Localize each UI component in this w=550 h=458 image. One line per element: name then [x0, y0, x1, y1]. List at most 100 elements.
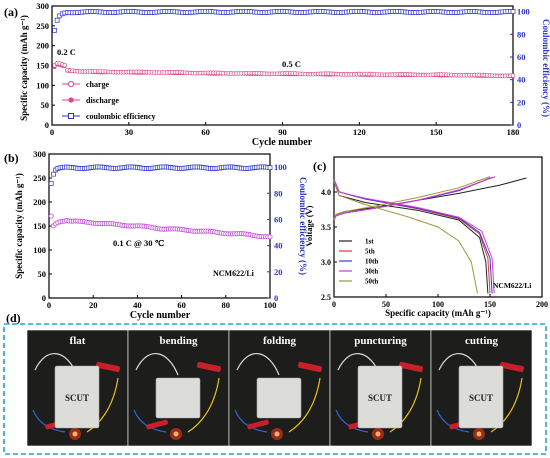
panel-b-ylabel-right: Coulombic efficiency (%) — [298, 177, 308, 275]
discharge-curve-30th — [333, 179, 495, 294]
x-tick-label: 60 — [201, 127, 210, 137]
y-tick-label: 100 — [36, 80, 49, 90]
x-tick-label: 100 — [264, 300, 277, 310]
panel-a: (a) 0 30 60 90 120 150 18005010015020025030002… — [4, 1, 550, 148]
y-tick-label: 150 — [33, 221, 46, 231]
y2-tick-label: 20 — [517, 97, 526, 107]
panel-b-xlabel: Cycle number — [130, 310, 191, 321]
panel-a-annotation-02c: 0.2 C — [57, 47, 76, 57]
capacity-point — [48, 213, 54, 219]
panel-b-annotation-cell: NCM622/Li — [213, 269, 255, 278]
pouch-label: SCUT — [469, 393, 493, 403]
photo-bending: bending — [127, 329, 230, 447]
panel-a-annotation-05c: 0.5 C — [282, 59, 301, 69]
discharge-curve-50th — [333, 181, 478, 294]
led — [173, 431, 179, 437]
legend-ce-label: coulombic efficiency — [86, 112, 156, 121]
photo-caption: puncturing — [354, 335, 407, 347]
panel-b-annotation-rate: 0.1 C @ 30 ℃ — [113, 238, 165, 248]
panel-b: (b) 0 20 40 60 80 100050100150200250300020406… — [4, 149, 308, 321]
charge-curve-50th — [333, 176, 491, 219]
pouch-cell — [458, 365, 504, 429]
y2-tick-label: 0 — [274, 293, 278, 303]
ce-point — [267, 165, 273, 170]
x-tick-label: 0 — [47, 300, 51, 310]
ce-point — [51, 171, 56, 177]
wire — [187, 377, 220, 433]
panel-c-series — [333, 176, 527, 294]
x-tick-label: 0 — [50, 127, 54, 137]
y-tick-label: 150 — [36, 61, 49, 71]
led — [72, 431, 78, 437]
clip-red — [247, 419, 269, 430]
led — [274, 431, 280, 437]
photo-strip: SCUT flat bending folding SCUT puncturing SCUT… — [26, 329, 533, 447]
clip-red — [96, 361, 120, 373]
panel-d: (d) SCUT flat bending folding SCUT puncturing… — [3, 311, 547, 455]
y-tick-label: 3.0 — [321, 258, 331, 267]
y-tick-label: 200 — [33, 197, 46, 207]
panel-b-ylabel-left: Specific capacity (mAh g⁻¹) — [14, 173, 24, 279]
legend-charge-label: charge — [86, 80, 110, 89]
y-tick-label: 4.0 — [321, 188, 331, 197]
panel-c: (c) 0 50 100 150 200 2.5 3.0 3.5 4.0 Voltage (V)… — [304, 156, 548, 318]
x-tick-label: 100 — [432, 300, 444, 309]
photo-flat: SCUT flat — [26, 329, 129, 447]
y2-tick-label: 100 — [517, 7, 530, 17]
panel-c-ticks: 0 50 100 150 200 2.5 3.0 3.5 4.0 — [321, 188, 548, 309]
legend-label: 50th — [365, 278, 378, 286]
legend-charge: charge — [62, 80, 110, 89]
y2-tick-label: 80 — [517, 29, 526, 39]
y-tick-label: 250 — [33, 173, 46, 183]
panel-a-ticks: 0 30 60 90 120 150 180050100150200250300020406… — [36, 1, 530, 137]
capacity-point — [267, 234, 273, 240]
y2-tick-label: 80 — [274, 188, 283, 198]
x-tick-label: 180 — [507, 127, 520, 137]
legend-label: 5th — [365, 248, 375, 256]
y-tick-label: 300 — [33, 149, 46, 159]
panel-a-label: (a) — [4, 5, 18, 19]
y-tick-label: 100 — [33, 245, 46, 255]
y-tick-label: 300 — [36, 1, 49, 11]
clip-red — [197, 361, 221, 373]
wire — [288, 377, 321, 433]
panel-b-series — [48, 164, 273, 240]
x-tick-label: 30 — [125, 127, 134, 137]
ce-point — [48, 181, 54, 186]
wire — [490, 377, 523, 433]
pouch-label: SCUT — [65, 393, 89, 403]
y2-tick-label: 40 — [274, 241, 283, 251]
x-tick-label: 40 — [133, 300, 142, 310]
legend-discharge: discharge — [62, 96, 119, 105]
clip-red — [500, 361, 524, 373]
ce-point — [52, 28, 57, 33]
pouch-cell — [357, 365, 403, 429]
panel-a-series — [52, 8, 516, 79]
wire — [389, 377, 422, 433]
clip-red — [298, 361, 322, 373]
photo-folding: folding — [228, 329, 331, 447]
panel-c-legend: 1st 5th 10th 30th 50th — [339, 238, 378, 286]
led — [375, 431, 381, 437]
legend-label: 30th — [365, 268, 378, 276]
x-tick-label: 60 — [177, 300, 186, 310]
y2-tick-label: 0 — [517, 120, 521, 130]
panel-c-xlabel: Specific capacity (mAh g⁻¹) — [385, 308, 491, 318]
photo-caption: flat — [70, 335, 86, 347]
y-tick-label: 0 — [42, 293, 46, 303]
panel-a-ylabel-right: Coulombic efficiency (%) — [541, 19, 550, 117]
clip-red — [399, 361, 423, 373]
panel-a-xlabel: Cycle number — [252, 137, 313, 148]
panel-a-ylabel-left: Specific capacity (mAh g⁻¹) — [19, 15, 29, 121]
panel-b-ticks: 0 20 40 60 80 1000501001502002503000204060801… — [33, 149, 287, 310]
y-tick-label: 2.5 — [321, 293, 331, 302]
panel-a-legend: charge discharge coulombic efficiency — [62, 80, 156, 121]
led — [476, 431, 482, 437]
y-tick-label: 0 — [45, 120, 49, 130]
y-tick-label: 3.5 — [321, 223, 331, 232]
charge-point — [510, 73, 516, 78]
photo-cutting: SCUT cutting — [430, 329, 533, 447]
x-tick-label: 150 — [430, 127, 443, 137]
y2-tick-label: 40 — [517, 75, 526, 85]
x-tick-label: 20 — [89, 300, 98, 310]
